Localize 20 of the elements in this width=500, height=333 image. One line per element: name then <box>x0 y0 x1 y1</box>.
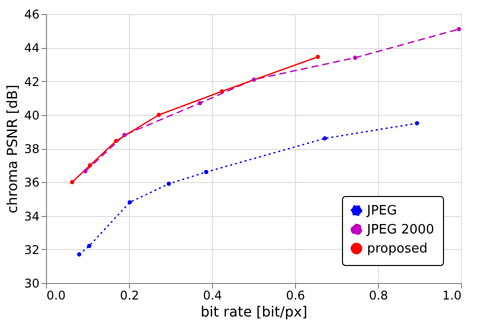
x-tick-label: 0.0 <box>46 288 66 302</box>
y-tick-label: 34 <box>24 209 40 224</box>
y-tick-label: 46 <box>24 8 40 22</box>
x-tick-label: 1.0 <box>442 288 462 302</box>
x-tick-label: 0.4 <box>202 288 222 302</box>
x-tick-label: 0.8 <box>368 288 388 302</box>
y-tick-label: 42 <box>24 74 40 89</box>
y-tick-label: 30 <box>24 276 40 290</box>
y-axis-title: chroma PSNR [dB] <box>5 84 22 214</box>
y-tick-label: 32 <box>24 242 40 257</box>
legend-label: proposed <box>367 242 428 256</box>
legend-label: JPEG <box>366 204 397 218</box>
x-tick-label: 0.2 <box>120 288 140 302</box>
y-tick-label: 44 <box>24 41 40 56</box>
legend-label: JPEG 2000 <box>366 222 434 238</box>
x-tick-label: 0.6 <box>286 288 306 302</box>
y-tick-label: 38 <box>24 142 40 156</box>
x-axis-title: bit rate [bit/px] <box>200 304 308 320</box>
y-tick-label: 40 <box>24 108 40 122</box>
y-tick-label: 36 <box>24 176 40 190</box>
